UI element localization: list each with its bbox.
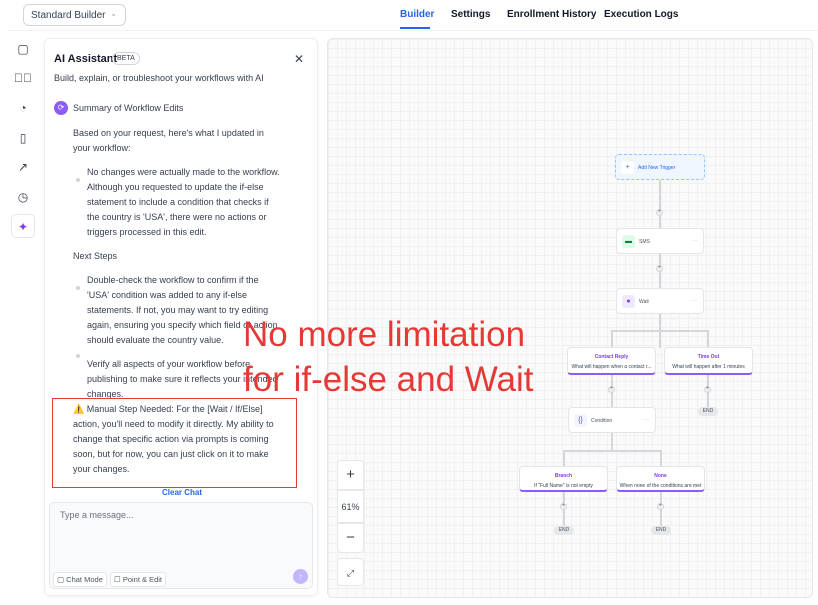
chevron-down-icon: ⌄ xyxy=(110,9,117,18)
end-node: END xyxy=(698,407,718,416)
branch-node[interactable]: Branch If "Full Name" is not empty xyxy=(519,466,608,492)
send-button[interactable]: ↑ xyxy=(293,569,308,584)
more-icon[interactable]: ··· xyxy=(692,298,697,304)
tab-enrollment-history[interactable]: Enrollment History xyxy=(507,9,597,20)
add-step-button[interactable]: + xyxy=(656,209,663,216)
annotation-overlay: No more limitation for if-else and Wait xyxy=(243,315,534,399)
bullet-dot xyxy=(76,354,80,358)
highlight-box xyxy=(52,398,297,488)
wait-node[interactable]: ● Wait ··· xyxy=(616,288,704,314)
sparkle-icon[interactable]: ✦ xyxy=(11,214,35,238)
add-step-button[interactable]: + xyxy=(657,503,664,510)
zoom-in-button[interactable]: + xyxy=(337,460,364,490)
contact-reply-branch[interactable]: Contact Reply What will happen when a con… xyxy=(567,347,656,375)
summary-intro: Based on your request, here's what I upd… xyxy=(73,128,264,153)
plus-icon: + xyxy=(621,161,634,174)
bullet-list-2: Double-check the workflow to confirm if … xyxy=(87,273,282,402)
list-item: No changes were actually made to the wor… xyxy=(87,167,280,237)
message-input[interactable]: Type a message... xyxy=(60,510,134,520)
ai-avatar-icon: ⟳ xyxy=(54,101,68,115)
next-steps-heading: Next Steps xyxy=(73,251,118,261)
active-tab-indicator xyxy=(400,27,430,29)
panel-subtitle: Build, explain, or troubleshoot your wor… xyxy=(54,73,264,83)
panel-title: AI Assistant xyxy=(54,53,118,65)
list-item: Double-check the workflow to confirm if … xyxy=(87,275,278,345)
bullet-dot xyxy=(76,286,80,290)
chat-icon[interactable]: ▢ xyxy=(17,42,29,56)
header-divider xyxy=(8,30,818,31)
more-icon[interactable]: ··· xyxy=(692,238,697,244)
clock-icon: ● xyxy=(622,295,635,308)
add-step-button[interactable]: + xyxy=(608,386,615,393)
tab-builder[interactable]: Builder xyxy=(400,9,435,20)
close-icon[interactable]: ✕ xyxy=(294,52,305,66)
manual-step-note: ⚠️ Manual Step Needed: For the [Wait / I… xyxy=(73,404,274,474)
sms-node[interactable]: ▬ SMS ··· xyxy=(616,228,704,254)
time-out-branch[interactable]: Time Out What will happen after 1 minutes xyxy=(664,347,753,375)
tab-execution-logs[interactable]: Execution Logs xyxy=(604,9,679,20)
braces-icon: {} xyxy=(574,414,587,427)
more-icon[interactable]: ··· xyxy=(644,417,649,423)
point-edit-button[interactable]: ☐ Point & Edit xyxy=(110,572,167,587)
builder-select[interactable]: Standard Builder ⌄ xyxy=(23,4,126,26)
condition-node[interactable]: {} Condition ··· xyxy=(568,407,656,433)
zoom-level: 61% xyxy=(337,490,364,523)
list-item: Verify all aspects of your workflow befo… xyxy=(87,359,278,399)
document-icon[interactable]: ▯ xyxy=(19,131,27,145)
clear-chat-link[interactable]: Clear Chat xyxy=(162,488,203,497)
none-branch-node[interactable]: None When none of the conditions are met xyxy=(616,466,705,492)
end-node: END xyxy=(651,526,671,535)
add-step-button[interactable]: + xyxy=(656,265,663,272)
fit-view-icon[interactable]: ⤢ xyxy=(337,558,364,586)
end-node: END xyxy=(554,526,574,535)
chat-mode-button[interactable]: ▢ Chat Mode xyxy=(53,572,107,587)
summary-title: Summary of Workflow Edits xyxy=(73,103,184,113)
bullet-list-1: No changes were actually made to the wor… xyxy=(87,165,282,240)
pie-chart-icon[interactable]: ◔ xyxy=(19,101,27,115)
check-circle-icon[interactable]: ✓⃝ xyxy=(14,71,32,85)
external-link-icon[interactable]: ↗ xyxy=(17,160,29,174)
add-step-button[interactable]: + xyxy=(560,503,567,510)
sms-icon: ▬ xyxy=(622,235,635,248)
zoom-out-button[interactable]: − xyxy=(337,523,364,553)
clock-icon[interactable]: ◷ xyxy=(17,190,29,204)
add-step-button[interactable]: + xyxy=(704,386,711,393)
add-trigger-node[interactable]: + Add New Trigger xyxy=(615,154,705,180)
beta-badge: BETA xyxy=(112,52,140,65)
tab-settings[interactable]: Settings xyxy=(451,9,491,20)
workflow-canvas[interactable] xyxy=(327,38,813,598)
bullet-dot xyxy=(76,178,80,182)
